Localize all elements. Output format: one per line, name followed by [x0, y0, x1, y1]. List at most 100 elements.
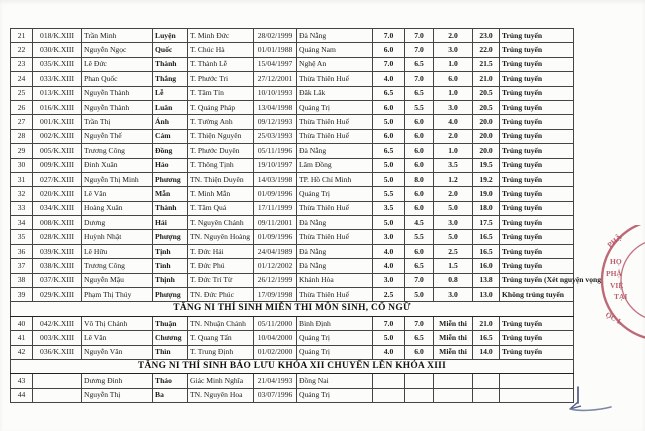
cell-birth-place: Đà Nẵng — [296, 215, 373, 231]
cell-given-name: Thuận — [152, 315, 188, 332]
table-row: 21 018/K.XIII Trần Minh Luyện T. Minh Đứ… — [10, 27, 574, 44]
cell-birth-place: Lâm Đồng — [296, 157, 373, 173]
cell-given-name: Luyện — [152, 27, 188, 44]
cell-birth-date: 15/04/1997 — [253, 56, 297, 73]
cell-score-3: 1.0 — [433, 143, 473, 159]
stamp-line-4: TẠI — [614, 292, 627, 301]
cell-dharma-name: T. Nguyên Chánh — [187, 215, 254, 231]
cell-result: Trúng tuyển — [499, 42, 574, 58]
cell-score-3 — [433, 373, 473, 389]
cell-candidate-id: 038/K.XIII — [32, 258, 82, 274]
cell-score-2: 6.0 — [404, 157, 434, 173]
table-row: 27 001/K.XIII Trần Thị Ánh T. Tường Anh … — [10, 114, 574, 130]
cell-score-1: 4.0 — [372, 344, 405, 360]
cell-dharma-name: T. Tâm Quả — [187, 200, 254, 217]
cell-total-score: 21.0 — [472, 315, 500, 332]
cell-score-3: 6.0 — [433, 71, 473, 87]
cell-surname: Trần Minh — [81, 27, 153, 44]
cell-birth-date: 26/12/1999 — [253, 272, 297, 289]
cell-surname: Trần Thị — [81, 114, 153, 130]
cell-score-2: 5.5 — [404, 99, 434, 116]
cell-given-name: Chương — [152, 330, 188, 346]
cell-dharma-name: T. Tâm Tín — [187, 85, 254, 101]
cell-score-1: 5.0 — [372, 171, 405, 188]
cell-score-2: 5.0 — [404, 287, 434, 303]
cell-given-name: Phượng — [152, 287, 188, 303]
cell-given-name: Thắng — [152, 71, 188, 87]
cell-given-name: Đồng — [152, 143, 188, 159]
cell-given-name: Ánh — [152, 114, 188, 130]
cell-row-number: 40 — [10, 315, 33, 332]
cell-birth-date: 01/12/2002 — [253, 258, 297, 274]
cell-score-1: 5.5 — [372, 186, 405, 202]
cell-score-1: 6.0 — [372, 42, 405, 58]
cell-result: Trúng tuyển — [499, 99, 574, 116]
cell-surname: Nguyễn Thành — [81, 99, 153, 116]
cell-score-1: 7.0 — [372, 56, 405, 73]
cell-birth-place: Quảng Trị — [296, 330, 373, 346]
cell-row-number: 43 — [10, 373, 33, 389]
table-row: 35 028/K.XIII Huỳnh Nhật Phượng TN. Nguy… — [10, 229, 574, 245]
cell-result: Trúng tuyển — [499, 315, 574, 332]
cell-score-3: 0.8 — [433, 272, 473, 289]
cell-candidate-id: 033/K.XIII — [32, 71, 82, 87]
cell-given-name: Ba — [152, 387, 188, 404]
cell-score-2: 6.0 — [404, 114, 434, 130]
table-row: 29 005/K.XIII Trương Công Đồng T. Phước … — [10, 143, 574, 159]
cell-row-number: 33 — [10, 200, 33, 217]
cell-score-1: 3.0 — [372, 272, 405, 289]
cell-score-3: Miễn thi — [433, 344, 473, 360]
cell-dharma-name: TN. Thiện Duyên — [187, 171, 254, 188]
cell-surname: Phạm Thị Thúy — [81, 287, 153, 303]
cell-score-1 — [372, 373, 405, 389]
cell-result: Trúng tuyển — [499, 258, 574, 274]
cell-birth-place: TP. Hồ Chí Minh — [296, 171, 373, 188]
cell-score-1: 4.0 — [372, 258, 405, 274]
cell-row-number: 25 — [10, 85, 33, 101]
cell-candidate-id: 030/K.XIII — [32, 42, 82, 58]
cell-birth-place: Khánh Hòa — [296, 272, 373, 289]
table-row: 42 036/K.XIII Nguyễn Văn Thìn T. Trung Đ… — [10, 344, 574, 360]
cell-score-2: 7.0 — [404, 71, 434, 87]
cell-birth-place: Đà Nẵng — [296, 258, 373, 274]
cell-dharma-name: T. Thông Tịnh — [187, 157, 254, 173]
cell-result: Trúng tuyển — [499, 330, 574, 346]
cell-row-number: 26 — [10, 99, 33, 116]
cell-birth-date: 10/10/1993 — [253, 85, 297, 101]
cell-dharma-name: T. Chúc Hà — [187, 42, 254, 58]
cell-dharma-name: T. Thiện Nguyên — [187, 128, 254, 145]
cell-result: Trúng tuyển — [499, 243, 574, 260]
cell-score-3: 1.0 — [433, 85, 473, 101]
red-seal-stamp: PHẬ HỌ PHẬ VIỆ TẠI ỌC L — [600, 225, 645, 339]
cell-result: Trúng tuyển — [499, 229, 574, 245]
stamp-line-3: VIỆ — [610, 281, 623, 290]
cell-score-3: 3.5 — [433, 157, 473, 173]
cell-total-score: 20.0 — [472, 128, 500, 145]
cell-candidate-id: 029/K.XIII — [32, 287, 82, 303]
cell-total-score: 19.0 — [472, 186, 500, 202]
cell-score-3: Miễn thi — [433, 330, 473, 346]
cell-total-score: 20.0 — [472, 143, 500, 159]
cell-dharma-name: T. Quảng Pháp — [187, 99, 254, 116]
cell-surname: Phan Quốc — [81, 71, 153, 87]
cell-score-2: 7.0 — [404, 42, 434, 58]
cell-birth-place: Quảng Nam — [296, 42, 373, 58]
cell-candidate-id: 039/K.XIII — [32, 243, 82, 260]
cell-score-2: 8.0 — [404, 171, 434, 188]
cell-score-3: 2.0 — [433, 186, 473, 202]
cell-candidate-id: 018/K.XIII — [32, 27, 82, 44]
cell-birth-place: Thừa Thiên Huế — [296, 71, 373, 87]
table-row: 22 030/K.XIII Nguyễn Ngọc Quốc T. Chúc H… — [10, 42, 574, 58]
table-row: 41 003/K.XIII Lê Văn Chương T. Quang Tấn… — [10, 330, 574, 346]
cell-birth-place: Thừa Thiên Huế — [296, 200, 373, 217]
cell-score-2: 6.5 — [404, 85, 434, 101]
cell-candidate-id: 001/K.XIII — [32, 114, 82, 130]
cell-result: Không trúng tuyển — [499, 287, 574, 303]
cell-score-2: 6.0 — [404, 128, 434, 145]
cell-score-3 — [433, 387, 473, 404]
cell-birth-date: 10/04/2000 — [253, 330, 297, 346]
cell-total-score: 18.0 — [472, 200, 500, 217]
cell-result: Trúng tuyển — [499, 200, 574, 217]
cell-dharma-name: T. Trung Định — [187, 344, 254, 360]
